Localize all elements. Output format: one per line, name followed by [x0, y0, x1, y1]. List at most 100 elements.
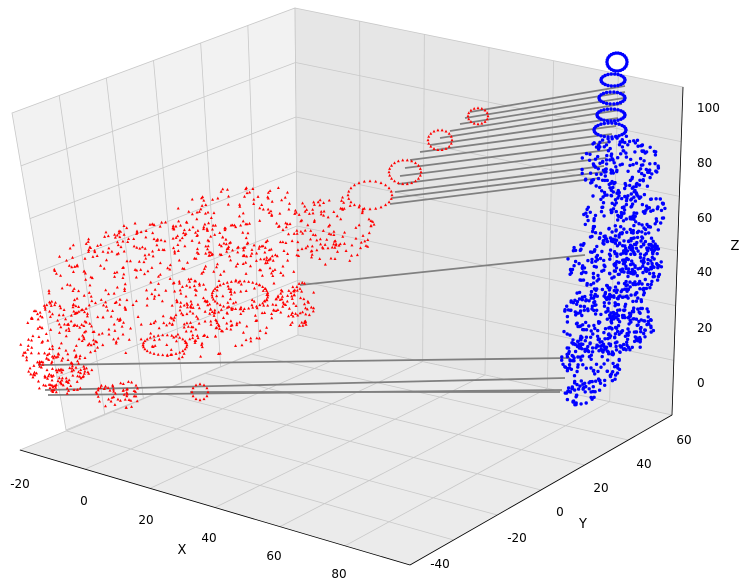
- blue-point: [620, 145, 625, 149]
- red-point: [58, 254, 62, 258]
- red-point: [93, 349, 97, 352]
- red-point: [234, 307, 238, 311]
- red-point: [244, 186, 248, 190]
- blue-point: [596, 176, 601, 181]
- red-point: [149, 331, 153, 335]
- red-point: [248, 190, 252, 194]
- blue-point: [647, 206, 651, 210]
- blue-point: [601, 241, 605, 245]
- blue-point: [633, 214, 637, 218]
- blue-point: [618, 100, 623, 105]
- red-point: [240, 343, 244, 347]
- red-point: [60, 370, 64, 374]
- red-point: [219, 189, 223, 193]
- blue-point: [599, 109, 603, 113]
- red-point: [50, 299, 54, 303]
- blue-point: [591, 385, 595, 389]
- blue-point: [602, 294, 606, 298]
- blue-point: [638, 337, 643, 342]
- red-point: [236, 245, 240, 249]
- red-point: [205, 386, 209, 390]
- blue-point: [584, 298, 588, 302]
- red-point: [122, 320, 126, 324]
- red-point: [279, 271, 283, 274]
- red-point: [255, 306, 259, 310]
- red-point: [194, 339, 198, 342]
- red-point: [280, 198, 284, 202]
- red-point: [77, 289, 81, 293]
- red-point: [337, 243, 341, 247]
- blue-point: [596, 377, 601, 381]
- red-point: [229, 327, 233, 331]
- red-point: [168, 277, 172, 280]
- blue-point: [616, 72, 620, 77]
- red-point: [172, 315, 176, 319]
- red-point: [91, 255, 95, 258]
- red-point: [190, 302, 194, 306]
- red-point: [182, 351, 186, 355]
- red-point: [194, 288, 198, 292]
- y-axis-line: [409, 414, 673, 566]
- red-point: [255, 318, 259, 322]
- red-point: [227, 194, 231, 198]
- red-point: [53, 303, 57, 307]
- blue-point: [655, 278, 660, 282]
- red-point: [335, 214, 339, 218]
- blue-point: [602, 108, 606, 112]
- blue-point: [574, 313, 578, 317]
- red-point: [486, 114, 490, 118]
- red-point: [213, 223, 217, 227]
- red-point: [107, 397, 111, 401]
- blue-point: [640, 282, 644, 286]
- red-point: [188, 228, 192, 231]
- red-point: [319, 242, 323, 246]
- red-point: [204, 287, 208, 291]
- red-point: [333, 257, 337, 260]
- red-point: [54, 271, 58, 275]
- blue-point: [654, 217, 658, 221]
- blue-point: [599, 172, 603, 176]
- blue-point: [602, 234, 606, 239]
- red-point: [84, 320, 88, 324]
- blue-point: [602, 214, 606, 218]
- red-point: [248, 264, 252, 268]
- red-point: [361, 234, 365, 237]
- red-point: [26, 337, 30, 341]
- red-point: [150, 266, 154, 269]
- red-point: [75, 380, 79, 383]
- red-point: [301, 310, 305, 314]
- blue-point: [614, 121, 618, 126]
- red-point: [49, 304, 53, 307]
- blue-point: [584, 151, 589, 156]
- red-point: [266, 195, 270, 199]
- red-point: [250, 298, 254, 302]
- blue-point: [619, 289, 623, 294]
- red-point: [104, 258, 108, 262]
- blue-point: [640, 171, 644, 176]
- red-point: [165, 343, 169, 347]
- blue-point: [573, 349, 578, 354]
- red-point: [145, 296, 149, 300]
- red-point: [71, 243, 75, 247]
- red-point: [178, 308, 182, 312]
- blue-point: [607, 227, 611, 231]
- blue-point: [649, 325, 653, 330]
- red-point: [368, 207, 372, 211]
- x-tick-label: 0: [80, 494, 88, 508]
- red-point: [235, 323, 239, 327]
- blue-point: [616, 302, 621, 307]
- blue-point: [609, 239, 614, 243]
- red-point: [304, 322, 308, 326]
- red-point: [61, 356, 65, 360]
- red-point: [191, 333, 195, 337]
- red-point: [38, 310, 42, 314]
- red-point: [260, 203, 264, 206]
- blue-point: [590, 307, 594, 311]
- red-point: [179, 223, 183, 227]
- red-point: [224, 226, 228, 230]
- blue-point: [640, 202, 645, 207]
- blue-point: [580, 171, 584, 176]
- blue-point: [589, 395, 593, 400]
- red-point: [252, 243, 256, 247]
- blue-point: [598, 145, 602, 149]
